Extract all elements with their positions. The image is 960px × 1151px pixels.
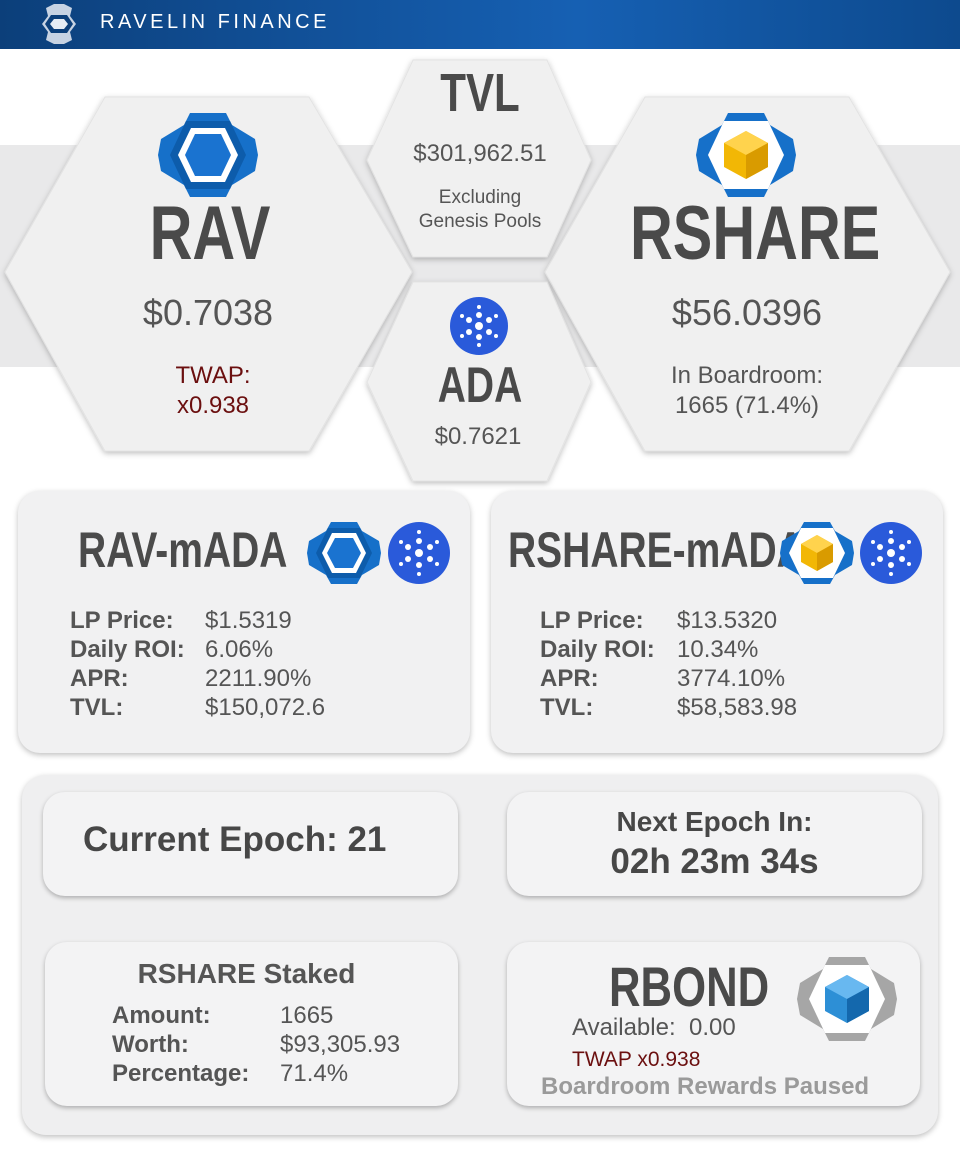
ada-name: ADA	[437, 357, 523, 413]
daily-roi-label: Daily ROI:	[540, 636, 655, 663]
rav-icon	[307, 522, 381, 584]
rbond-icon	[797, 957, 897, 1041]
tvl: $58,583.98	[677, 694, 798, 721]
rshare-staked-card: RSHARE Staked Amount: 1665 Worth: $93,305.…	[45, 942, 458, 1106]
ada-icon	[860, 522, 922, 584]
rav-hexagon	[4, 96, 413, 452]
apr: 3774.10%	[677, 665, 786, 692]
apr: 2211.90%	[205, 665, 312, 692]
rbond-title: RBOND	[609, 955, 770, 1018]
brand-name[interactable]: RAVELIN FINANCE	[100, 11, 330, 33]
tvl-label: TVL:	[70, 694, 124, 721]
rshare-price: $56.0396	[671, 292, 823, 333]
lp-price-label: LP Price:	[540, 607, 644, 634]
daily-roi: 6.06%	[205, 636, 274, 663]
lp-pair-icons	[780, 522, 922, 584]
lp-price: $13.5320	[677, 607, 778, 634]
rav-name: RAV	[149, 191, 271, 276]
ada-icon	[388, 522, 450, 584]
boardroom-panel: Current Epoch: 21 Next Epoch In: 02h 23m…	[22, 775, 938, 1135]
rav-price: $0.7038	[142, 292, 274, 333]
lp-price-label: LP Price:	[70, 607, 174, 634]
tvl-note-line2: Genesis Pools	[418, 211, 542, 232]
ravelin-logo-icon[interactable]	[32, 2, 86, 46]
lp-card-rav-mada[interactable]: RAV-mADA LP Price: $1.5319 Daily ROI: 6.06…	[18, 491, 470, 753]
rshare-icon	[696, 113, 796, 197]
worth-value: $93,305.93	[280, 1031, 401, 1058]
ada-icon	[450, 297, 508, 355]
rshare-name: RSHARE	[630, 191, 881, 276]
tvl-value: $301,962.51	[413, 140, 547, 167]
lp-stats: LP Price: $1.5319 Daily ROI: 6.06% APR: 221…	[70, 606, 325, 722]
lp-title: RSHARE-mADA	[508, 522, 805, 578]
lp-stats: LP Price: $13.5320 Daily ROI: 10.34% APR: 3…	[540, 606, 797, 722]
apr-label: APR:	[70, 665, 129, 692]
next-epoch-label: Next Epoch In:	[616, 806, 813, 837]
staked-stats: Amount: 1665 Worth: $93,305.93 Percentage:…	[112, 1001, 400, 1088]
percentage-value: 71.4%	[280, 1060, 349, 1087]
current-epoch-card: Current Epoch: 21	[43, 792, 458, 896]
tvl: $150,072.6	[205, 694, 326, 721]
worth-label: Worth:	[112, 1031, 189, 1058]
amount-value: 1665	[280, 1002, 334, 1029]
rav-twap-label: TWAP:	[175, 362, 251, 389]
rav-icon	[158, 113, 258, 197]
tvl-note-line1: Excluding	[438, 187, 522, 208]
boardroom-rewards-status: Boardroom Rewards Paused	[541, 1073, 870, 1100]
daily-roi-label: Daily ROI:	[70, 636, 185, 663]
apr-label: APR:	[540, 665, 599, 692]
tvl-title: TVL	[440, 63, 520, 123]
rbond-twap: TWAP x0.938	[572, 1048, 701, 1071]
lp-pair-icons	[307, 522, 450, 584]
current-epoch: Current Epoch: 21	[83, 820, 387, 859]
tvl-hexagon	[366, 59, 592, 258]
ada-price: $0.7621	[434, 423, 522, 450]
staked-title: RSHARE Staked	[137, 958, 356, 989]
tvl-label: TVL:	[540, 694, 594, 721]
rshare-boardroom-label: In Boardroom:	[670, 362, 824, 389]
hexagon-panel	[4, 59, 951, 482]
next-epoch-countdown: 02h 23m 34s	[610, 842, 819, 881]
daily-roi: 10.34%	[677, 636, 759, 663]
lp-price: $1.5319	[205, 607, 292, 634]
amount-label: Amount:	[112, 1002, 211, 1029]
rbond-available: Available: 0.00	[572, 1014, 736, 1041]
ada-hexagon	[366, 281, 592, 482]
percentage-label: Percentage:	[112, 1060, 250, 1087]
lp-card-rshare-mada[interactable]: RSHARE-mADA LP Price: $13.5320 Daily ROI:…	[491, 491, 943, 753]
rshare-icon	[780, 522, 854, 584]
lp-title: RAV-mADA	[78, 522, 288, 578]
rav-twap-value: x0.938	[176, 392, 250, 419]
next-epoch-card: Next Epoch In: 02h 23m 34s	[507, 792, 922, 896]
top-bar: RAVELIN FINANCE	[0, 0, 960, 49]
rshare-hexagon	[544, 96, 951, 452]
rshare-boardroom-value: 1665 (71.4%)	[674, 392, 820, 419]
rbond-card: RBOND Available: 0.00 TWAP x0.938 Boardr…	[507, 942, 920, 1106]
